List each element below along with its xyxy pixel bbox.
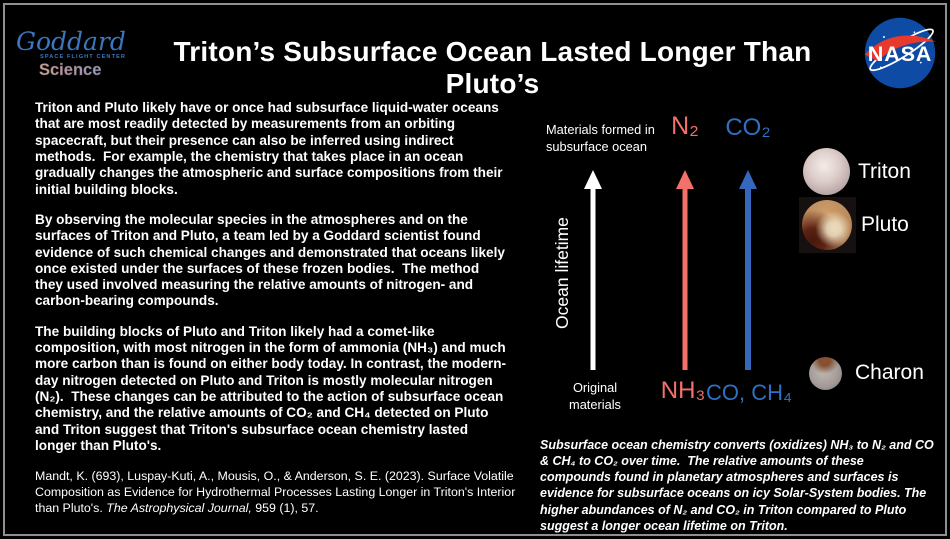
paragraph-3: The building blocks of Pluto and Triton …: [35, 323, 510, 453]
charon-label: Charon: [855, 361, 924, 384]
arrow-head: [584, 170, 602, 189]
arrow-stem: [590, 187, 596, 370]
nitrogen-conversion-arrow-icon: [676, 170, 694, 370]
citation-journal: The Astrophysical Journal,: [106, 500, 252, 515]
arrow-head: [676, 170, 694, 189]
pluto-image: [802, 200, 852, 250]
citation-pages: 959 (1), 57.: [251, 500, 319, 515]
materials-formed-label: Materials formed in subsurface ocean: [546, 122, 655, 155]
citation-text: Mandt, K. (693), Luspay-Kuti, A., Mousis…: [35, 469, 516, 515]
goddard-wordmark: Goddard: [16, 27, 126, 56]
ocean-lifetime-arrow-icon: [584, 170, 602, 370]
ocean-lifetime-axis-label: Ocean lifetime: [552, 217, 572, 329]
charon-image: [809, 357, 842, 390]
pluto-label: Pluto: [861, 213, 909, 236]
co2-label: CO₂: [725, 114, 771, 141]
nasa-logo-icon: NASA: [864, 17, 936, 89]
figure-caption: Subsurface ocean chemistry converts (oxi…: [540, 438, 938, 533]
nh3-label: NH₃: [660, 377, 706, 404]
goddard-subtext: SPACE FLIGHT CENTER: [40, 54, 126, 60]
triton-label: Triton: [858, 160, 911, 183]
paragraph-2: By observing the molecular species in th…: [35, 211, 509, 309]
arrow-stem: [745, 187, 751, 370]
citation: Mandt, K. (693), Luspay-Kuti, A., Mousis…: [35, 469, 519, 516]
original-materials-label: Original materials: [569, 380, 621, 413]
page-title: Triton’s Subsurface Ocean Lasted Longer …: [173, 36, 812, 99]
arrow-stem: [682, 187, 688, 370]
article-text: Triton and Pluto likely have or once had…: [35, 100, 509, 468]
triton-image: [803, 148, 850, 195]
paragraph-1: Triton and Pluto likely have or once had…: [35, 100, 507, 197]
goddard-science-label: Science: [39, 61, 101, 79]
n2-label: N₂: [671, 112, 699, 140]
carbon-conversion-arrow-icon: [739, 170, 757, 370]
nasa-wordmark: NASA: [868, 41, 932, 66]
goddard-logo-icon: Goddard SPACE FLIGHT CENTER Science: [16, 27, 126, 79]
co-ch4-label: CO, CH₄: [706, 380, 792, 405]
arrow-head: [739, 170, 757, 189]
